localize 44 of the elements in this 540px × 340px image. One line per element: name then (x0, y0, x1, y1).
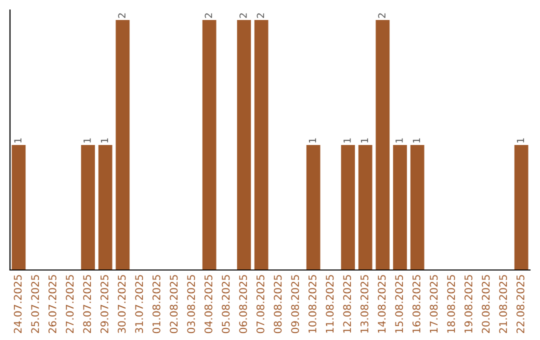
x-tick-label: 06.08.2025 (239, 275, 248, 334)
data-label: 1 (412, 138, 420, 143)
x-tick-label: 24.07.2025 (14, 275, 22, 334)
x-tick-label: 25.07.2025 (31, 275, 40, 334)
x-tick-label: 15.08.2025 (395, 275, 404, 333)
data-label: 1 (360, 138, 368, 143)
x-tick-label: 17.08.2025 (430, 275, 438, 333)
x-tick-label: 14.08.2025 (378, 275, 386, 333)
x-tick-label: 10.08.2025 (308, 275, 316, 333)
x-tick-label: 13.08.2025 (360, 275, 368, 333)
x-tick-label: 30.07.2025 (118, 275, 126, 334)
x-tick-label: 16.08.2025 (412, 275, 420, 333)
x-tick-label: 03.08.2025 (187, 275, 196, 334)
x-tick-label: 26.07.2025 (48, 275, 56, 334)
data-label: 1 (14, 138, 22, 143)
data-label: 2 (118, 13, 126, 18)
x-tick-label: 31.07.2025 (135, 275, 144, 334)
x-tick-label: 27.07.2025 (66, 275, 74, 334)
x-tick-label: 20.08.2025 (482, 275, 490, 334)
x-tick-label: 09.08.2025 (291, 275, 300, 334)
x-tick-label: 28.07.2025 (83, 275, 92, 334)
data-label: 2 (239, 13, 247, 18)
x-tick-label: 19.08.2025 (464, 275, 472, 333)
data-label: 1 (516, 138, 524, 143)
data-label: 1 (344, 138, 351, 143)
x-tick-label: 07.08.2025 (256, 275, 264, 334)
x-tick-label: 05.08.2025 (222, 275, 230, 334)
x-tick-label: 22.08.2025 (516, 275, 524, 334)
data-label: 1 (308, 138, 316, 143)
data-label: 2 (256, 13, 264, 18)
data-label: 1 (396, 138, 403, 143)
x-tick-label: 01.08.2025 (152, 275, 160, 334)
data-label: 1 (100, 138, 108, 143)
x-tick-label: 08.08.2025 (274, 275, 282, 334)
x-tick-label: 21.08.2025 (499, 275, 508, 334)
x-tick-label: 11.08.2025 (326, 275, 334, 333)
data-label: 1 (84, 138, 91, 143)
data-label: 2 (378, 13, 386, 18)
x-tick-label: 12.08.2025 (343, 275, 352, 333)
x-tick-label: 18.08.2025 (447, 275, 456, 333)
x-tick-label: 29.07.2025 (100, 275, 108, 334)
x-tick-label: 02.08.2025 (170, 275, 178, 334)
data-label: 2 (204, 13, 212, 18)
x-tick-label: 04.08.2025 (204, 275, 212, 334)
